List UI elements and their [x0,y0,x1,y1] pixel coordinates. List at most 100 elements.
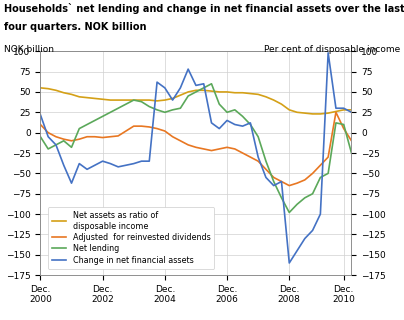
Change in net financial assets [302,236,307,240]
Change in net financial assets [178,86,183,90]
Adjusted  for reinvested dividends [77,137,82,141]
Adjusted  for reinvested dividends [139,124,144,128]
Change in net financial assets [263,176,268,180]
Net lending [310,192,315,196]
Net lending [263,159,268,163]
Net lending [341,123,346,126]
Net lending [100,115,105,118]
Net lending [46,147,50,151]
Change in net financial assets [201,82,206,86]
Net assets as ratio of
disposable income [85,96,90,100]
Change in net financial assets [334,106,339,110]
Change in net financial assets [53,143,59,147]
Change in net financial assets [93,163,97,167]
Change in net financial assets [61,163,66,167]
Text: Per cent of disposable income: Per cent of disposable income [264,45,400,54]
Adjusted  for reinvested dividends [232,147,237,151]
Net assets as ratio of
disposable income [341,108,346,112]
Net assets as ratio of
disposable income [186,90,191,94]
Net lending [194,90,198,94]
Change in net financial assets [279,180,284,183]
Line: Net lending: Net lending [40,84,351,212]
Line: Adjusted  for reinvested dividends: Adjusted for reinvested dividends [40,112,351,186]
Net assets as ratio of
disposable income [100,97,105,101]
Net assets as ratio of
disposable income [53,88,59,92]
Adjusted  for reinvested dividends [124,129,128,133]
Net assets as ratio of
disposable income [116,98,121,102]
Net assets as ratio of
disposable income [326,111,330,115]
Net lending [155,108,160,112]
Net lending [93,118,97,122]
Text: four quarters. NOK billion: four quarters. NOK billion [4,22,147,32]
Net lending [108,110,113,114]
Net lending [295,203,299,206]
Net lending [318,176,323,180]
Adjusted  for reinvested dividends [248,155,253,159]
Change in net financial assets [100,159,105,163]
Change in net financial assets [194,84,198,87]
Net lending [69,145,74,149]
Net lending [77,127,82,131]
Net lending [116,106,121,110]
Net lending [248,123,253,126]
Change in net financial assets [77,162,82,165]
Adjusted  for reinvested dividends [38,123,43,126]
Adjusted  for reinvested dividends [287,184,292,188]
Net lending [349,151,354,155]
Change in net financial assets [147,159,152,163]
Net assets as ratio of
disposable income [131,98,136,102]
Adjusted  for reinvested dividends [256,159,261,163]
Net lending [326,172,330,175]
Adjusted  for reinvested dividends [155,127,160,131]
Change in net financial assets [232,123,237,126]
Net lending [124,102,128,106]
Adjusted  for reinvested dividends [100,136,105,140]
Net lending [302,196,307,200]
Change in net financial assets [326,51,330,55]
Net assets as ratio of
disposable income [108,98,113,102]
Net lending [271,180,276,183]
Net lending [178,106,183,110]
Adjusted  for reinvested dividends [271,176,276,180]
Adjusted  for reinvested dividends [46,131,50,135]
Net lending [334,121,339,125]
Change in net financial assets [349,110,354,114]
Net lending [147,105,152,108]
Change in net financial assets [287,261,292,265]
Adjusted  for reinvested dividends [217,147,222,151]
Change in net financial assets [271,184,276,188]
Change in net financial assets [108,162,113,165]
Net assets as ratio of
disposable income [178,93,183,97]
Net lending [61,139,66,143]
Adjusted  for reinvested dividends [93,135,97,139]
Net lending [201,86,206,90]
Net assets as ratio of
disposable income [232,91,237,95]
Adjusted  for reinvested dividends [209,149,214,153]
Net assets as ratio of
disposable income [46,87,50,91]
Change in net financial assets [318,212,323,216]
Net assets as ratio of
disposable income [318,112,323,116]
Change in net financial assets [209,121,214,125]
Change in net financial assets [85,167,90,171]
Change in net financial assets [256,155,261,159]
Change in net financial assets [240,124,245,128]
Change in net financial assets [170,98,175,102]
Net assets as ratio of
disposable income [256,92,261,96]
Net assets as ratio of
disposable income [170,97,175,100]
Net assets as ratio of
disposable income [38,86,43,90]
Adjusted  for reinvested dividends [108,135,113,139]
Adjusted  for reinvested dividends [310,172,315,175]
Adjusted  for reinvested dividends [201,147,206,151]
Adjusted  for reinvested dividends [116,134,121,138]
Net lending [131,98,136,102]
Change in net financial assets [162,86,167,90]
Change in net financial assets [217,127,222,131]
Net assets as ratio of
disposable income [155,99,160,103]
Net lending [279,196,284,200]
Change in net financial assets [46,135,50,139]
Net lending [287,211,292,214]
Net assets as ratio of
disposable income [263,95,268,99]
Net assets as ratio of
disposable income [334,109,339,113]
Net assets as ratio of
disposable income [248,92,253,95]
Adjusted  for reinvested dividends [326,155,330,159]
